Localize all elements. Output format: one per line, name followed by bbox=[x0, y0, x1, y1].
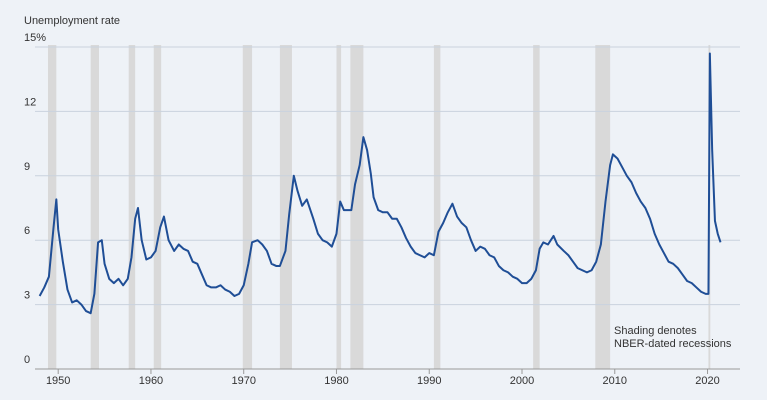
recession-band bbox=[153, 45, 162, 369]
x-tick-label: 1980 bbox=[324, 375, 348, 387]
x-tick-label: 2010 bbox=[603, 375, 627, 387]
y-tick-label: 0 bbox=[24, 354, 30, 366]
recession-band bbox=[47, 45, 57, 369]
recession-band bbox=[242, 45, 253, 369]
x-tick-label: 2000 bbox=[510, 375, 534, 387]
unemployment-line bbox=[38, 52, 722, 315]
recession-band bbox=[128, 45, 136, 369]
recession-band bbox=[279, 45, 292, 369]
y-axis-label: Unemployment rate bbox=[24, 15, 120, 27]
x-tick-label: 1990 bbox=[417, 375, 441, 387]
recession-band bbox=[433, 45, 441, 369]
y-tick-label: 15% bbox=[24, 32, 46, 44]
x-tick-label: 1960 bbox=[139, 375, 163, 387]
annotation: Shading denotes bbox=[614, 325, 697, 337]
y-tick-label: 9 bbox=[24, 161, 30, 173]
x-tick-label: 1950 bbox=[46, 375, 70, 387]
y-tick-label: 6 bbox=[24, 225, 30, 237]
recession-band bbox=[533, 45, 540, 369]
x-tick-label: 2020 bbox=[695, 375, 719, 387]
recession-band bbox=[90, 45, 100, 369]
x-tick-label: 1970 bbox=[231, 375, 255, 387]
y-tick-label: 3 bbox=[24, 290, 30, 302]
recession-band bbox=[350, 45, 364, 369]
y-tick-label: 12 bbox=[24, 96, 36, 108]
annotation: NBER-dated recessions bbox=[614, 338, 732, 350]
recession-band bbox=[595, 45, 611, 369]
